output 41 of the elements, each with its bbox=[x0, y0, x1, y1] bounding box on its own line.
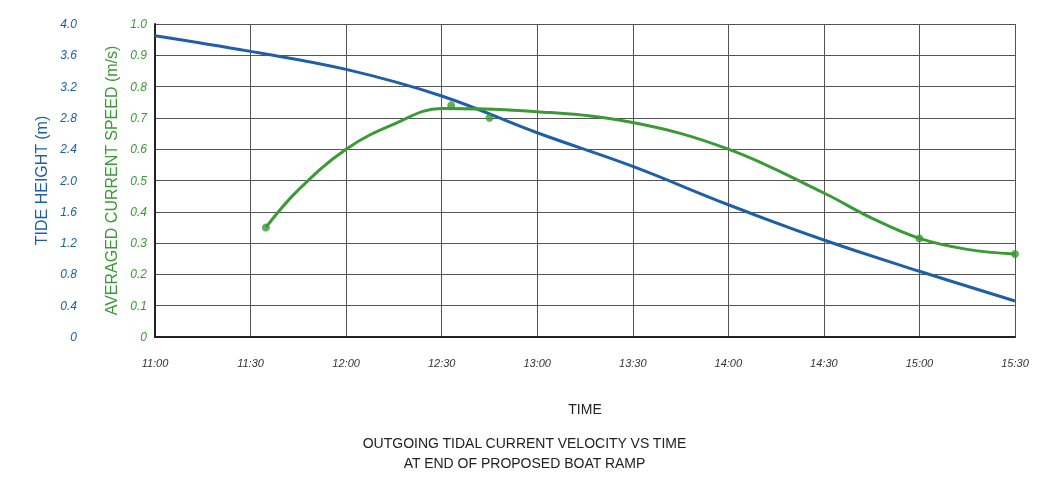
y-tick-label: 0.3 bbox=[130, 236, 148, 251]
y-axis-title: AVERAGED CURRENT SPEED (m/s) bbox=[102, 45, 120, 316]
y-tick-label: 0.5 bbox=[130, 173, 148, 188]
y2-tick-label: 0 bbox=[70, 330, 78, 344]
x-tick-label: 14:00 bbox=[714, 356, 743, 369]
y-tick-label: 0.1 bbox=[130, 298, 147, 313]
y2-tick-label: 2.8 bbox=[59, 110, 78, 125]
y-tick-label: 0.2 bbox=[130, 267, 148, 282]
x-axis-title: TIME bbox=[568, 401, 602, 417]
x-tick-label: 12:00 bbox=[332, 356, 361, 369]
y-tick-label: 0 bbox=[140, 330, 148, 344]
y-tick-label: 0.7 bbox=[130, 110, 149, 125]
line-series bbox=[153, 34, 1017, 303]
y2-tick-label: 1.2 bbox=[60, 236, 78, 251]
y2-tick-label: 0.8 bbox=[60, 267, 78, 282]
y2-tick-label: 3.6 bbox=[60, 48, 78, 63]
x-tick-label: 11:30 bbox=[237, 356, 265, 369]
y2-tick-label: 4.0 bbox=[60, 17, 78, 31]
text: OUTGOING TIDAL CURRENT VELOCITY VS TIME AT END OF PROPOSED BOAT RAMP bbox=[362, 435, 687, 471]
y-tick-label: 0.9 bbox=[130, 48, 148, 63]
y2-tick-label: 1.6 bbox=[60, 204, 78, 219]
x-tick-label: 15:00 bbox=[905, 356, 935, 369]
y2-tick-label: 2.0 bbox=[59, 173, 78, 188]
y-tick-label: 0.6 bbox=[130, 142, 148, 157]
point bbox=[915, 234, 924, 243]
y-tick-label: 1.0 bbox=[130, 17, 148, 31]
y-tick-label: 0.4 bbox=[130, 204, 148, 219]
x-tick-label: 14:30 bbox=[810, 356, 839, 369]
x-tick-label: 11:00 bbox=[141, 356, 170, 369]
x-tick-label: 12:30 bbox=[427, 356, 457, 369]
x-tick-label: 15:30 bbox=[1001, 356, 1030, 369]
y2-tick-label: 2.4 bbox=[59, 142, 78, 157]
point bbox=[1011, 250, 1019, 259]
y2-tick-label: 0.4 bbox=[60, 298, 78, 313]
y-tick-label: 0.8 bbox=[130, 79, 148, 94]
y2-tick-label: 3.2 bbox=[60, 79, 78, 94]
x-tick-label: 13:30 bbox=[619, 356, 648, 369]
x-tick-label: 13:00 bbox=[523, 356, 552, 369]
point bbox=[261, 223, 270, 232]
point bbox=[485, 113, 494, 122]
y2-axis-title: TIDE HEIGHT (m) bbox=[32, 115, 50, 246]
